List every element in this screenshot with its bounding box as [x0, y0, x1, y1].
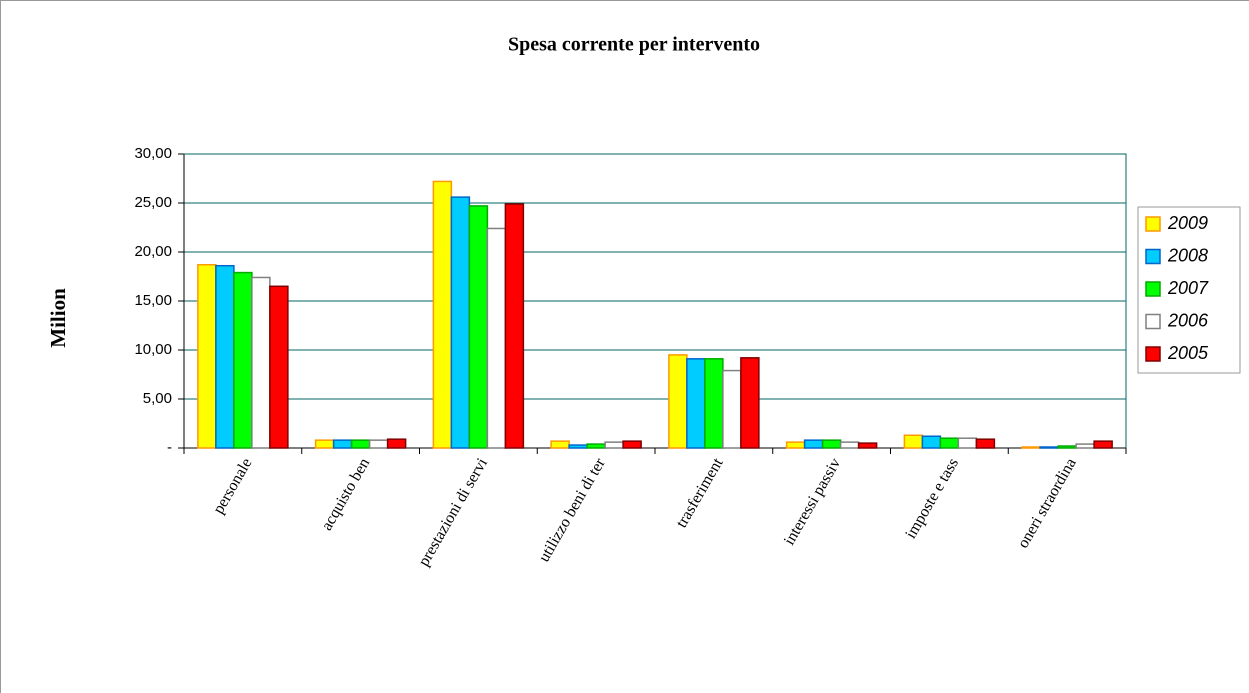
bar	[975, 438, 996, 449]
bar	[704, 358, 724, 449]
legend-label: 2007	[1167, 278, 1209, 298]
legend-swatch	[1145, 281, 1161, 297]
bar	[314, 439, 335, 449]
y-tick-label: 20,00	[134, 243, 172, 260]
bar	[368, 439, 389, 449]
y-tick-label: 10,00	[134, 341, 172, 358]
bar	[740, 357, 760, 449]
bar	[1039, 446, 1059, 449]
y-tick-label: -	[167, 439, 172, 456]
bar	[568, 444, 588, 449]
bar	[821, 439, 842, 449]
bar	[839, 441, 860, 449]
bar	[197, 263, 217, 449]
bar	[668, 354, 688, 449]
bar	[332, 439, 353, 449]
bar	[550, 440, 570, 449]
legend-label: 2008	[1167, 245, 1208, 265]
y-axis-label: Milion	[46, 288, 70, 348]
chart-title: Spesa corrente per intervento	[508, 34, 760, 56]
y-tick-label: 25,00	[134, 194, 172, 211]
bar	[1075, 443, 1095, 449]
y-tick-label: 30,00	[134, 145, 172, 162]
bar	[586, 443, 606, 449]
bar	[350, 439, 371, 449]
x-tick-label: oneri straordina	[1015, 455, 1080, 551]
legend-label: 2005	[1167, 343, 1209, 363]
x-tick-label: trasferiment	[673, 455, 727, 531]
bar	[686, 358, 706, 449]
bar	[903, 434, 924, 449]
legend-label: 2009	[1167, 213, 1208, 233]
bar	[233, 271, 253, 449]
legend-swatch	[1145, 216, 1161, 232]
bar	[1057, 445, 1077, 449]
x-tick-label: imposte e tass	[902, 455, 962, 541]
legend-label: 2006	[1167, 310, 1209, 330]
bar	[957, 437, 978, 449]
x-tick-label: personale	[210, 455, 255, 517]
bar	[386, 438, 407, 449]
y-tick-label: 15,00	[134, 292, 172, 309]
bar	[722, 369, 742, 449]
legend-swatch	[1145, 313, 1161, 330]
bar	[1021, 446, 1041, 449]
bar	[269, 285, 289, 449]
bar	[215, 264, 235, 449]
bar	[803, 439, 824, 449]
legend-swatch	[1145, 248, 1161, 265]
x-tick-label: acquisto ben	[318, 455, 373, 533]
bar	[939, 437, 960, 449]
x-tick-label: utilizzo beni di ter	[536, 455, 609, 565]
legend-swatch	[1145, 346, 1161, 362]
bar	[1093, 440, 1113, 449]
bar	[468, 205, 489, 449]
x-tick-label: prestazioni di servi	[415, 455, 491, 569]
bar	[486, 227, 507, 449]
bar	[622, 440, 642, 449]
bar	[251, 276, 271, 449]
x-tick-label: interessi passiv	[781, 455, 844, 548]
bar	[504, 203, 525, 449]
bar	[604, 441, 624, 449]
bar	[921, 435, 942, 449]
bar	[432, 180, 453, 449]
bar	[450, 196, 471, 449]
bar	[857, 442, 878, 449]
y-tick-label: 5,00	[143, 390, 172, 407]
bar	[785, 441, 806, 449]
